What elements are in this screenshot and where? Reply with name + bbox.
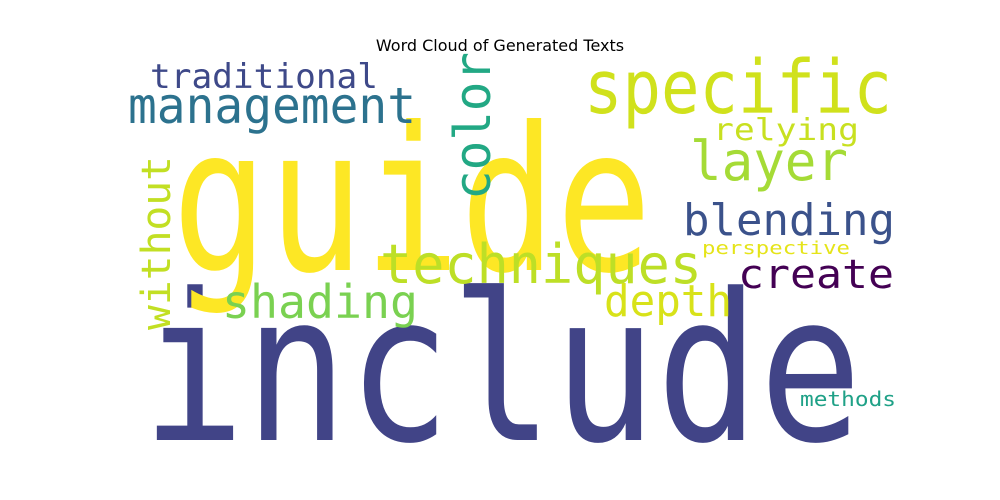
word-traditional: traditional bbox=[150, 57, 378, 97]
word-management: management bbox=[128, 77, 416, 135]
word-guide: guide bbox=[172, 85, 652, 318]
word-include: include bbox=[142, 251, 862, 489]
word-without: without bbox=[134, 156, 180, 330]
word-blending: blending bbox=[683, 195, 895, 246]
word-perspective: perspective bbox=[702, 238, 850, 259]
word-methods: methods bbox=[800, 387, 896, 411]
word-layer: layer bbox=[690, 130, 848, 193]
chart-title: Word Cloud of Generated Texts bbox=[375, 36, 625, 55]
word-relying: relying bbox=[713, 113, 859, 148]
word-specific: specific bbox=[584, 45, 892, 131]
word-depth: depth bbox=[604, 276, 732, 327]
word-create: create bbox=[738, 252, 894, 298]
word-shading: shading bbox=[222, 275, 418, 329]
word-color: color bbox=[444, 52, 502, 200]
word-techniques: techniques bbox=[380, 233, 702, 296]
